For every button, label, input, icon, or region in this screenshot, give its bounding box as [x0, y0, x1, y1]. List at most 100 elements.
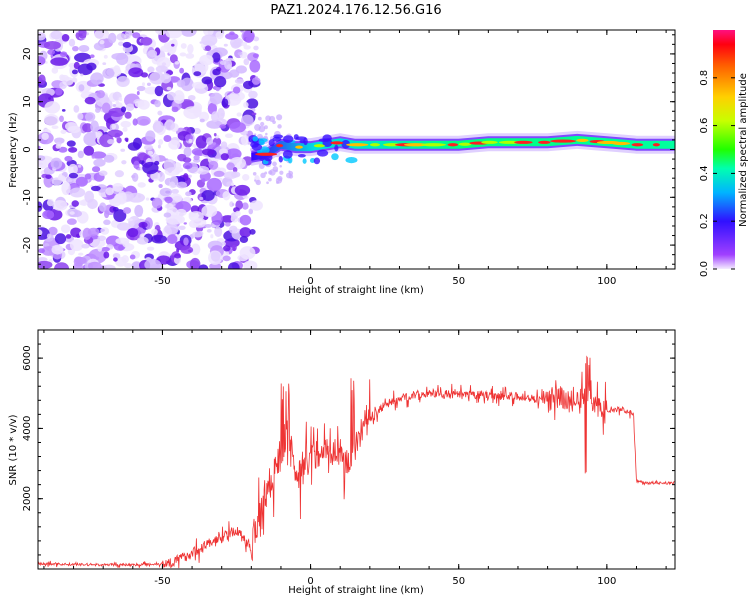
- noise-blob: [115, 237, 130, 245]
- signal-core: [458, 142, 472, 146]
- signal-core: [538, 140, 551, 144]
- noise-blob: [41, 132, 49, 141]
- noise-blob: [152, 121, 164, 133]
- noise-blob: [60, 224, 71, 234]
- noise-blob: [80, 73, 84, 77]
- noise-blob: [223, 43, 228, 47]
- noise-blob: [38, 145, 41, 150]
- noise-blob: [84, 96, 96, 105]
- noise-blob: [231, 203, 235, 206]
- noise-blob: [147, 49, 158, 58]
- noise-blob: [38, 155, 46, 161]
- noise-blob: [242, 80, 254, 90]
- noise-blob: [193, 154, 200, 161]
- noise-blob: [249, 200, 263, 211]
- noise-blob: [213, 170, 225, 177]
- noise-blob: [265, 115, 271, 122]
- snr-frame: [37, 329, 676, 570]
- noise-blob: [107, 138, 115, 145]
- noise-blob: [138, 30, 142, 33]
- snr-x-tick-label: 50: [452, 576, 465, 587]
- noise-blob: [183, 237, 189, 246]
- snr-x-tick-label: 0: [307, 576, 313, 587]
- noise-blob: [78, 84, 85, 92]
- noise-blob: [62, 76, 74, 86]
- noise-blob: [72, 45, 79, 52]
- noise-blob: [212, 142, 217, 146]
- noise-blob: [164, 203, 174, 209]
- noise-blob: [95, 131, 103, 138]
- noise-blob: [163, 159, 176, 172]
- noise-blob: [201, 76, 213, 85]
- noise-blob: [253, 45, 259, 51]
- noise-blob: [163, 42, 171, 49]
- noise-blob: [134, 100, 145, 108]
- noise-blob: [69, 211, 75, 215]
- noise-blob: [113, 65, 121, 74]
- signal-distortion: [251, 143, 263, 151]
- signal-distortion: [293, 134, 299, 140]
- noise-blob: [125, 139, 129, 143]
- noise-blob: [246, 98, 259, 109]
- noise-blob: [198, 168, 204, 171]
- noise-blob: [55, 144, 62, 149]
- noise-blob: [198, 264, 209, 269]
- noise-blob: [66, 218, 77, 225]
- colorbar-tick-label: 0.6: [699, 118, 710, 134]
- noise-blob: [157, 144, 161, 149]
- snr-series: [38, 355, 675, 569]
- noise-blob: [222, 190, 231, 201]
- noise-blob: [268, 170, 273, 175]
- noise-blob: [59, 51, 68, 58]
- noise-blob: [240, 134, 249, 146]
- noise-blob: [114, 170, 124, 178]
- noise-blob: [120, 120, 132, 128]
- noise-blob: [104, 210, 110, 219]
- noise-blob: [38, 87, 43, 91]
- noise-blob: [43, 41, 61, 50]
- noise-blob: [116, 137, 122, 144]
- noise-blob: [50, 157, 63, 170]
- noise-blob: [151, 197, 163, 209]
- noise-blob: [201, 148, 215, 156]
- noise-blob: [210, 234, 214, 239]
- spectrogram-x-axis-label: Height of straight line (km): [288, 285, 424, 296]
- noise-blob: [108, 32, 117, 44]
- noise-blob: [243, 260, 258, 269]
- noise-blob: [275, 177, 283, 184]
- noise-blob: [93, 158, 106, 167]
- noise-blob: [51, 67, 59, 74]
- noise-blob: [105, 187, 114, 196]
- noise-blob: [73, 105, 80, 113]
- noise-blob: [90, 185, 101, 192]
- noise-blob: [154, 160, 160, 166]
- noise-blob: [183, 106, 201, 120]
- noise-blob: [234, 78, 245, 84]
- noise-blob: [187, 174, 192, 178]
- noise-blob: [44, 61, 48, 64]
- noise-blob: [136, 85, 146, 92]
- noise-blob: [215, 87, 220, 92]
- noise-blob: [43, 114, 59, 126]
- noise-blob: [168, 76, 181, 83]
- noise-blob: [195, 135, 208, 149]
- signal-core: [255, 152, 278, 156]
- noise-blob: [201, 34, 218, 47]
- spectrogram-x-tick-label: -50: [154, 276, 170, 287]
- noise-blob: [116, 33, 127, 41]
- noise-blob: [154, 30, 162, 34]
- noise-blob: [188, 138, 193, 143]
- noise-blob: [131, 261, 142, 269]
- noise-blob: [42, 210, 55, 220]
- noise-blob: [255, 179, 261, 186]
- noise-blob: [163, 120, 176, 131]
- signal-distortion: [316, 149, 329, 157]
- noise-blob: [83, 145, 95, 156]
- noise-blob: [223, 245, 231, 252]
- noise-blob: [147, 150, 154, 156]
- noise-blob: [73, 262, 83, 269]
- noise-blob: [103, 251, 110, 259]
- noise-blob: [78, 30, 87, 39]
- noise-blob: [100, 228, 105, 232]
- noise-blob: [118, 97, 123, 102]
